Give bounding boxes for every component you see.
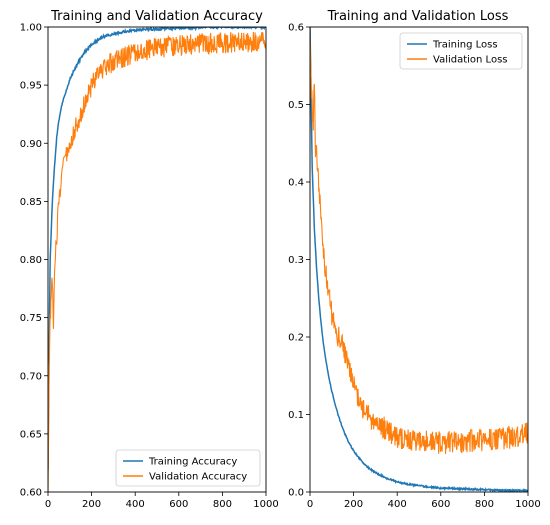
loss-y-tick-label: 0.6 [288,23,304,34]
accuracy-plot-area [48,27,266,492]
accuracy-legend-label-training: Training Accuracy [148,457,237,468]
loss-x-axis: 0 200 400 600 800 1000 [307,492,541,510]
accuracy-legend-label-validation: Validation Accuracy [149,472,247,483]
accuracy-y-tick-label: 0.75 [20,313,42,324]
accuracy-legend-box [115,449,261,487]
loss-x-tick-label: 600 [431,499,450,510]
accuracy-x-tick-label: 600 [169,499,188,510]
accuracy-series-validation-line [48,31,266,492]
accuracy-axis-frame [47,26,267,493]
accuracy-y-tick-label: 0.95 [20,81,42,92]
loss-y-tick-label: 0.2 [288,333,304,344]
loss-legend: Training Loss Validation Loss [399,32,523,70]
loss-series-training-line [310,27,528,492]
loss-x-tick-label: 800 [475,499,494,510]
accuracy-y-tick-label: 0.60 [20,488,42,499]
loss-x-tick-label: 1000 [515,499,540,510]
loss-y-tick-label: 0.1 [288,410,304,421]
accuracy-x-axis: 0 200 400 600 800 1000 [45,492,279,510]
loss-chart-title: Training and Validation Loss [327,9,509,24]
loss-series-validation-line [310,34,528,455]
accuracy-x-tick-label: 800 [213,499,232,510]
accuracy-y-tick-label: 0.90 [20,139,42,150]
accuracy-chart: Training and Validation Accuracy 0 200 400… [20,9,279,510]
accuracy-x-tick-label: 1000 [253,499,278,510]
loss-y-tick-label: 0.3 [288,255,304,266]
loss-legend-box [399,32,523,70]
loss-axis-frame [309,26,529,493]
loss-legend-label-training: Training Loss [432,40,498,51]
accuracy-series-training-line [48,27,266,470]
loss-chart: Training and Validation Loss 0 200 400 600 8… [288,9,541,510]
accuracy-legend: Training Accuracy Validation Accuracy [115,449,261,487]
loss-y-axis: 0.0 0.1 0.2 0.3 0.4 0.5 0.6 [288,23,310,499]
loss-x-tick-label: 400 [388,499,407,510]
accuracy-x-tick-label: 200 [82,499,101,510]
loss-y-tick-label: 0.4 [288,178,304,189]
accuracy-chart-title: Training and Validation Accuracy [50,9,263,24]
accuracy-y-tick-label: 1.00 [20,23,42,34]
accuracy-x-tick-label: 0 [45,499,51,510]
accuracy-y-tick-label: 0.70 [20,371,42,382]
loss-legend-label-validation: Validation Loss [433,55,508,66]
accuracy-y-tick-label: 0.85 [20,197,42,208]
accuracy-y-tick-label: 0.65 [20,429,42,440]
loss-plot-area [310,27,528,492]
loss-y-tick-label: 0.0 [288,488,304,499]
loss-y-tick-label: 0.5 [288,100,304,111]
accuracy-y-axis: 0.60 0.65 0.70 0.75 0.80 0.85 0.90 0.95 1.00 [20,23,48,499]
accuracy-x-tick-label: 400 [126,499,145,510]
accuracy-y-tick-label: 0.80 [20,255,42,266]
loss-x-tick-label: 0 [307,499,313,510]
loss-x-tick-label: 200 [344,499,363,510]
